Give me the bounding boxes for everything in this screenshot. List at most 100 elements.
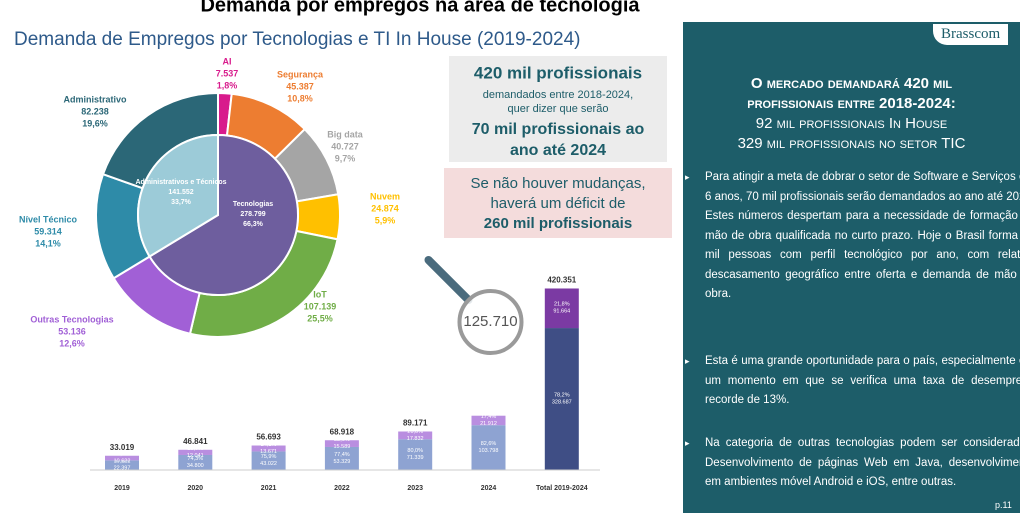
slice-label: AI xyxy=(223,56,232,66)
box xyxy=(449,56,667,162)
magnifier xyxy=(457,289,524,355)
slice-label: Outras Tecnologias xyxy=(30,314,113,324)
box-text: quer dizer que serão xyxy=(508,103,609,115)
value-label: 53.329 xyxy=(333,459,350,465)
slice-label: IoT xyxy=(313,289,327,299)
slice-label: 5,9% xyxy=(375,215,396,225)
percent-label: 77,4% xyxy=(334,452,350,458)
box-text: haverá um déficit de xyxy=(490,195,625,212)
slice-label: Administrativo xyxy=(63,94,127,104)
slice-label: 59.314 xyxy=(34,226,62,236)
percent-label: 20,0% xyxy=(407,429,423,435)
slice-label: 12,6% xyxy=(59,338,85,348)
bullet: Para atingir a meta de dobrar o setor de… xyxy=(685,168,1020,305)
slice-label: 9,7% xyxy=(335,153,356,163)
bullet: Esta é uma grande oportunidade para o pa… xyxy=(685,352,1020,411)
bar-segment xyxy=(251,445,286,452)
value-label: 13.671 xyxy=(260,449,277,455)
total-label: 125.710 xyxy=(463,313,517,330)
x-tick-label: 2023 xyxy=(407,485,423,492)
page-number: p.11 xyxy=(995,500,1012,510)
x-tick-label: 2020 xyxy=(188,485,204,492)
bar-segment xyxy=(471,415,506,426)
total-label: 56.693 xyxy=(256,433,281,442)
x-tick-label: 2019 xyxy=(114,485,130,492)
value-label: 17.832 xyxy=(407,436,424,442)
slice-label: Big data xyxy=(327,129,363,139)
percent-label: 67,8% xyxy=(114,459,130,465)
value-label: 328.687 xyxy=(552,399,572,405)
value-label: 21.912 xyxy=(480,421,497,427)
slice-label: 10,8% xyxy=(287,93,313,103)
value-label: 22.397 xyxy=(114,466,131,472)
slice-label: 82.238 xyxy=(81,106,109,116)
total-label: 68.918 xyxy=(330,427,355,436)
bar-segment xyxy=(251,451,286,470)
slice-label: 7.537 xyxy=(216,68,239,78)
percent-label: 74,3% xyxy=(187,456,203,462)
slice-label: 66,3% xyxy=(243,221,264,228)
slice-label: 1,8% xyxy=(217,80,238,90)
slice-label: Administrativos e Técnicos xyxy=(135,179,226,186)
bar-segment xyxy=(544,328,579,470)
magnifier-handle xyxy=(424,256,473,304)
slice-label: 141.552 xyxy=(168,189,193,196)
percent-label: 24,1% xyxy=(261,442,277,448)
percent-label: 25,7% xyxy=(187,446,203,452)
bar-segment xyxy=(105,455,139,461)
slice-label: Nível Técnico xyxy=(19,214,78,224)
box xyxy=(444,168,672,238)
percent-label: 22,6% xyxy=(334,437,350,443)
total-label: 46.841 xyxy=(183,437,208,446)
slice-label: 24.874 xyxy=(371,203,399,213)
total-label: 33.019 xyxy=(110,443,135,452)
bar-segment xyxy=(178,449,213,455)
percent-label: 21,8% xyxy=(554,302,570,308)
slice-label: Segurança xyxy=(277,69,324,79)
slice-label: Nuvem xyxy=(370,191,400,201)
value-label: 91.664 xyxy=(553,309,570,315)
value-label: 71.339 xyxy=(407,455,424,461)
x-tick-label: Total 2019-2024 xyxy=(536,485,588,492)
value-label: 15.589 xyxy=(333,444,350,450)
chart-title: Demanda de Empregos por Tecnologias e TI… xyxy=(14,29,580,50)
slice-label: 14,1% xyxy=(35,238,61,248)
slice-label: 33,7% xyxy=(171,199,192,206)
slice-label: 107.139 xyxy=(304,301,337,311)
bar-segment xyxy=(398,431,433,440)
bar-segment xyxy=(398,439,433,470)
heading: O mercado demandará 420 mil xyxy=(750,75,953,92)
heading: 329 mil profissionais no setor TIC xyxy=(737,135,966,152)
box-text: 70 mil profissionais ao xyxy=(472,121,645,138)
box-text: 420 mil profissionais xyxy=(474,63,642,82)
percent-label: 32,2% xyxy=(114,451,130,457)
donut-slice xyxy=(148,133,299,296)
box-text: demandados entre 2018-2024, xyxy=(483,89,633,101)
slice-label: 45.387 xyxy=(286,81,314,91)
bar-segment xyxy=(105,460,139,470)
box-text: ano até 2024 xyxy=(510,142,606,159)
percent-label: 80,0% xyxy=(407,448,423,454)
bar-segment xyxy=(178,454,213,470)
value-label: 43.022 xyxy=(260,461,277,467)
percent-label: 75,9% xyxy=(261,454,277,460)
x-tick-label: 2024 xyxy=(481,485,497,492)
side-panel: Brasscom O mercado demandará 420 mil pro… xyxy=(683,22,1020,513)
heading: 92 mil profissionais In House xyxy=(755,115,948,132)
value-label: 10.622 xyxy=(114,458,131,464)
slice-label: 40.727 xyxy=(331,141,359,151)
value-label: 12.041 xyxy=(187,453,204,459)
percent-label: 78,2% xyxy=(554,392,570,398)
value-label: 34.800 xyxy=(187,463,204,469)
x-tick-label: 2022 xyxy=(334,485,350,492)
bar-segment xyxy=(544,288,579,329)
value-label: 103.798 xyxy=(479,448,499,454)
slice-label: 53.136 xyxy=(58,326,86,336)
bar-segment xyxy=(324,446,359,470)
slice-label: 25,5% xyxy=(307,313,333,323)
slice-label: 19,6% xyxy=(82,118,108,128)
box-text: Se não houver mudanças, xyxy=(470,175,645,192)
heading: profissionais entre 2018-2024: xyxy=(747,95,956,112)
donut-slice xyxy=(137,133,219,258)
